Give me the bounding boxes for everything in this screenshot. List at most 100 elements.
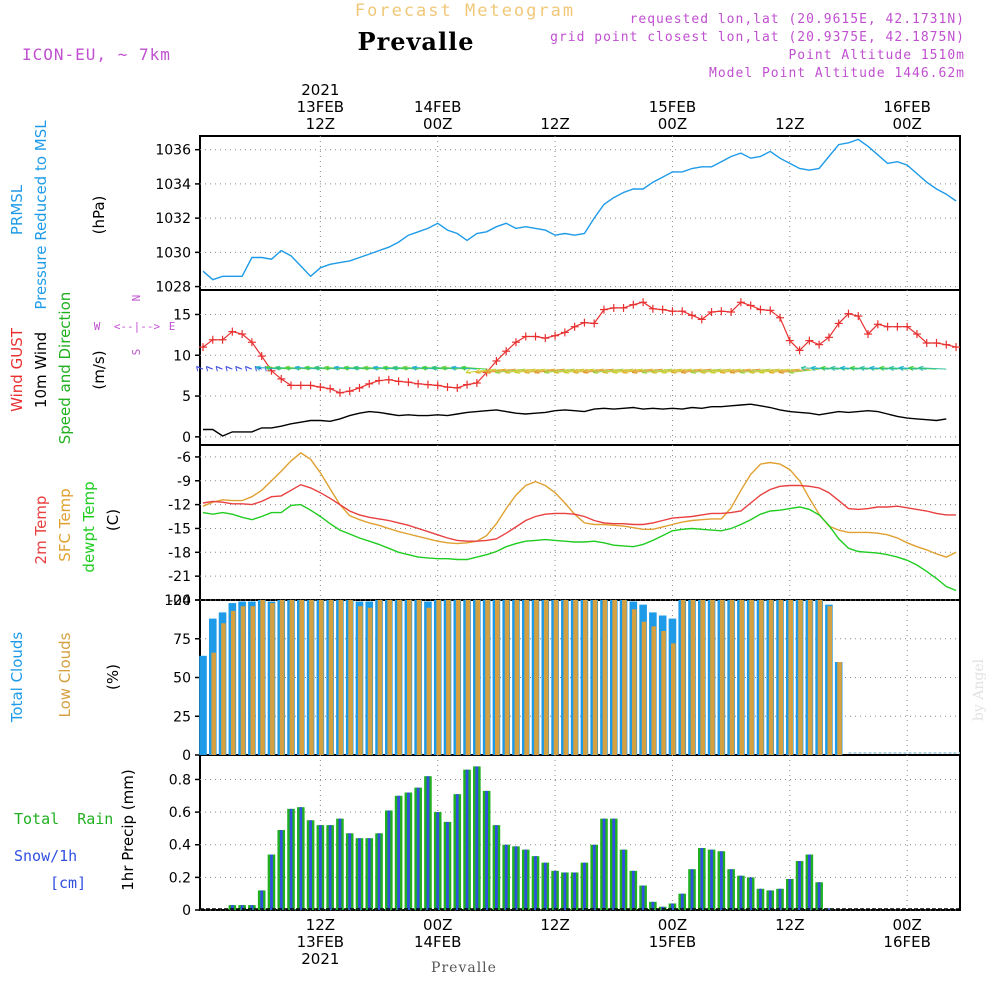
gust-marker [541,334,550,343]
gust-marker [326,384,335,393]
wind-arrow-head [524,368,529,373]
snow-bar [583,862,586,910]
wind-arrow-shaft [710,368,741,374]
gust-marker [952,343,961,352]
low-cloud-bar [661,631,666,755]
wind-arrow-head [543,368,549,373]
wind-arrow-head [632,372,638,374]
wind-arrow-head [451,366,456,371]
wind-direction-arrow [504,368,536,374]
low-cloud-bar [250,606,256,755]
wind-arrow-shaft [759,368,790,374]
gust-marker [658,305,667,314]
wind-direction-arrow [244,365,253,372]
snow-bar [485,790,489,910]
gust-marker [727,308,736,317]
low-cloud-bar [524,600,529,755]
snow-bar [387,810,391,910]
gust-marker [697,315,706,324]
compass-west: W [94,320,101,333]
wind-direction-arrow [612,368,644,374]
total-cloud-bar [199,655,207,755]
wind-direction-arrow [592,368,624,374]
gust-marker [199,343,207,352]
gust-marker [560,328,569,337]
wind-arrow-head [719,368,725,373]
wind-direction-arrow [661,368,693,374]
snow-bar [299,807,303,910]
wind-arrow-head [830,365,836,369]
top-time-label: 12Z [540,115,569,133]
wind-arrow-head [494,368,500,373]
pressure-ytick-label: 1036 [155,143,191,159]
low-cloud-bar [563,600,569,755]
top-time-label: 00Z [423,115,452,133]
gust-marker [423,380,432,389]
wind-arrow-head [505,372,511,374]
prmsl-unit-label: (hPa) [90,196,108,235]
wind-arrow-head [820,367,826,371]
wind-arrow-head [235,366,238,372]
low-cloud-bar [749,600,754,755]
snow-bar [739,875,743,910]
gust-marker [629,300,638,309]
wind-arrow-head [612,372,618,374]
snow-bar [680,893,684,910]
wind-direction-arrow [631,368,663,374]
wind-arrow-head [324,365,330,368]
wind-desc-label: Speed and Direction [56,292,74,445]
gust-marker [238,330,247,339]
wind-arrow-shaft [524,368,556,374]
wind-direction-arrow [451,365,477,371]
clouds-ytick-label: 75 [173,632,191,648]
wind-arrow-head [460,366,466,371]
snow-bar [309,820,312,910]
pressure-frame [199,135,961,291]
low-cloud-bar [739,600,745,755]
gust-marker [844,309,853,318]
temp-frame [199,444,961,601]
wind-arrow-head [524,372,530,374]
wind-arrow-head [641,372,648,374]
low-cloud-bar [788,600,793,755]
low-cloud-bar [778,600,784,755]
snow-bar [279,830,283,910]
wind-arrow-head [602,372,608,374]
model-altitude: Model Point Altitude 1446.62m [709,66,965,81]
gust-marker [834,319,843,328]
wind-direction-arrow [759,368,790,374]
gust-marker [570,322,579,331]
wind-arrow-head [431,366,437,371]
gust-marker [893,322,902,331]
wind-arrow-head [196,365,202,369]
wind-arrow-shaft [739,368,771,374]
wind-direction-arrow [205,365,213,372]
low-cloud-bar [807,600,813,755]
snow-bar [465,769,469,910]
wind-arrow-head [451,365,457,368]
wind-arrow-head [898,365,904,369]
wind-arrow-head [363,365,369,368]
wind-ytick-label: 10 [173,348,191,364]
wind-speed-line [203,403,947,437]
gust-marker [257,352,266,361]
wind-arrow-head [641,368,646,373]
wind-arrow-head [879,365,885,369]
wind-arrow-head [710,368,715,373]
gust-marker [815,340,824,349]
gust-marker [599,305,608,314]
gust-marker [551,331,560,340]
gust-marker [375,376,384,385]
gust-marker [394,377,403,386]
wind-arrow-head [392,366,397,371]
wind-arrow-head [343,366,349,371]
point-altitude: Point Altitude 1510m [788,48,965,63]
low-cloud-bar [338,600,344,755]
clouds-ytick-label: 25 [173,709,191,725]
wind-arrow-head [275,366,280,371]
wind-direction-arrow [553,368,585,374]
wind-ytick-label: 0 [182,430,191,446]
pressure-ytick-label: 1034 [155,177,191,193]
wind-arrow-head [411,366,417,371]
wind-arrow-head [294,365,300,368]
